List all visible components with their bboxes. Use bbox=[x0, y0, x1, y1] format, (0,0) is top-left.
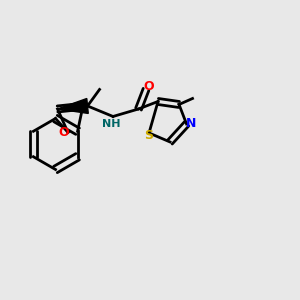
Text: S: S bbox=[145, 130, 154, 142]
Polygon shape bbox=[58, 98, 88, 113]
Text: O: O bbox=[58, 126, 69, 139]
Text: N: N bbox=[186, 118, 196, 130]
Text: O: O bbox=[144, 80, 154, 93]
Text: NH: NH bbox=[102, 119, 121, 129]
